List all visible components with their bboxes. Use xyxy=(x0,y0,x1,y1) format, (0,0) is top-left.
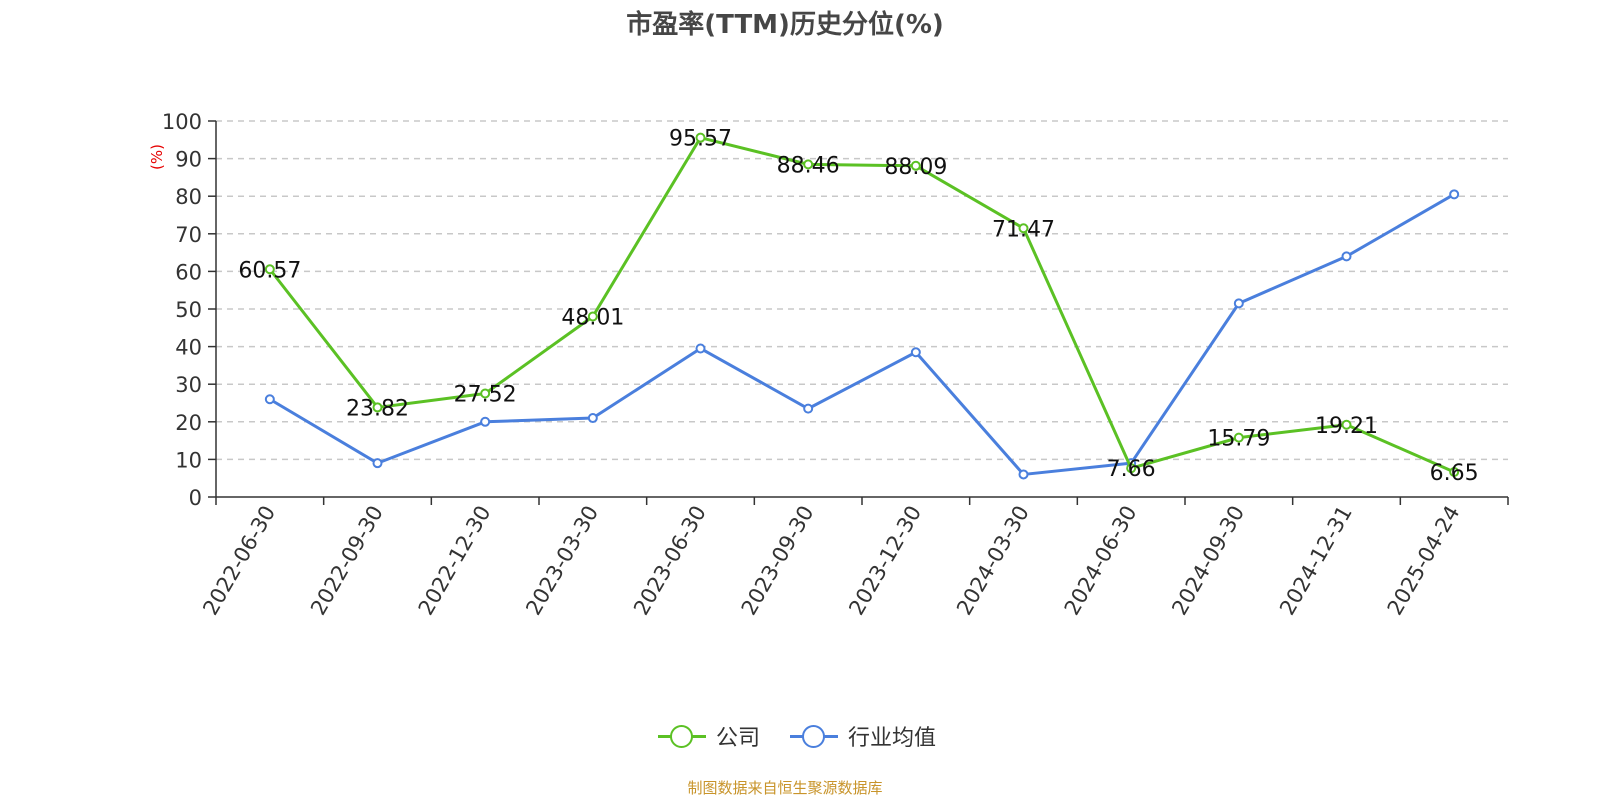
data-point-company xyxy=(695,132,706,143)
series-line-company xyxy=(268,136,1455,474)
y-tick-label: 30 xyxy=(175,373,202,397)
x-tick-label: 2023-12-30 xyxy=(844,501,926,619)
legend-item-industry[interactable]: 行业均值 xyxy=(790,720,936,752)
x-tick-label: 2024-12-31 xyxy=(1275,502,1357,620)
data-point-company xyxy=(587,311,598,322)
x-tick-label: 2022-09-30 xyxy=(306,502,388,620)
x-tick-label: 2024-09-30 xyxy=(1167,502,1249,620)
data-point-company xyxy=(372,402,383,413)
data-point-industry xyxy=(480,416,491,427)
data-point-industry xyxy=(910,347,921,358)
data-label: 95.57 xyxy=(669,127,732,152)
y-tick-label: 0 xyxy=(189,486,202,510)
x-tick-label: 2024-03-30 xyxy=(952,502,1034,620)
data-point-company xyxy=(1018,223,1029,234)
data-label: 71.47 xyxy=(992,217,1055,242)
data-point-industry xyxy=(1449,189,1460,200)
x-tick-label: 2023-06-30 xyxy=(629,502,711,620)
source-note: 制图数据来自恒生聚源数据库 xyxy=(687,779,883,797)
data-point-industry xyxy=(1018,469,1029,480)
data-point-industry xyxy=(264,394,275,405)
data-label: 19.21 xyxy=(1315,414,1378,439)
data-point-industry xyxy=(1233,298,1244,309)
data-label: 48.01 xyxy=(561,305,624,330)
chart-title: 市盈率(TTM)历史分位(%) xyxy=(626,10,944,40)
data-label: 23.82 xyxy=(346,396,409,421)
y-tick-label: 70 xyxy=(175,223,202,247)
data-label: 7.66 xyxy=(1107,457,1156,482)
y-tick-label: 10 xyxy=(175,448,202,472)
x-tick-label: 2022-06-30 xyxy=(198,502,280,620)
x-tick-label: 2023-09-30 xyxy=(737,502,819,620)
data-point-industry xyxy=(587,413,598,424)
y-tick-label: 100 xyxy=(162,110,202,134)
data-label: 88.09 xyxy=(884,155,947,180)
x-tick-label: 2023-03-30 xyxy=(521,502,603,620)
data-point-company xyxy=(1126,463,1137,474)
legend-label-company: 公司 xyxy=(716,726,761,751)
data-point-company xyxy=(803,159,814,170)
data-point-company xyxy=(910,160,921,171)
data-point-company xyxy=(1341,419,1352,430)
y-tick-label: 60 xyxy=(175,260,202,284)
y-axis-label: (%) xyxy=(148,144,166,170)
data-point-company xyxy=(480,388,491,399)
data-label: 15.79 xyxy=(1207,427,1270,452)
data-point-industry xyxy=(803,403,814,414)
y-tick-label: 80 xyxy=(175,185,202,209)
series-line-industry xyxy=(269,193,1455,476)
y-tick-label: 50 xyxy=(175,298,202,322)
x-tick-label: 2025-04-24 xyxy=(1383,502,1465,620)
data-point-industry xyxy=(372,458,383,469)
y-tick-label: 40 xyxy=(175,336,202,360)
data-point-company xyxy=(1449,466,1460,477)
data-label: 27.52 xyxy=(454,383,517,408)
data-label: 60.57 xyxy=(238,258,301,283)
data-label: 88.46 xyxy=(777,153,840,178)
legend-symbol-company xyxy=(658,723,706,749)
legend-symbol-industry xyxy=(790,723,839,749)
x-tick-label: 2022-12-30 xyxy=(414,501,496,619)
data-point-company xyxy=(1233,432,1244,443)
data-point-company xyxy=(264,264,275,275)
y-tick-label: 20 xyxy=(175,411,202,435)
legend-item-company[interactable]: 公司 xyxy=(658,720,760,752)
data-point-industry xyxy=(1341,251,1352,262)
legend-label-industry: 行业均值 xyxy=(848,726,937,751)
data-point-industry xyxy=(695,343,706,354)
data-label: 6.65 xyxy=(1430,461,1479,486)
x-tick-label: 2024-06-30 xyxy=(1060,502,1142,620)
y-tick-label: 90 xyxy=(175,148,202,172)
legend: 公司 行业均值 xyxy=(658,720,936,752)
